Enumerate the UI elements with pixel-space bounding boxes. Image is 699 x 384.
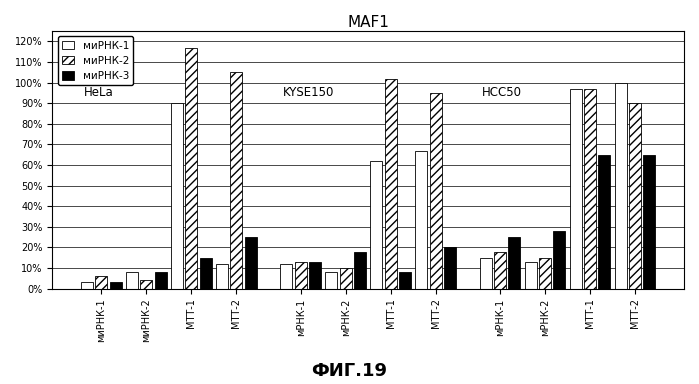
Bar bbox=[340, 268, 352, 289]
Bar bbox=[95, 276, 108, 289]
Bar bbox=[370, 161, 382, 289]
Bar bbox=[629, 103, 641, 289]
Bar bbox=[231, 72, 243, 289]
Bar bbox=[399, 272, 411, 289]
Bar bbox=[480, 258, 491, 289]
Bar bbox=[110, 283, 122, 289]
Bar bbox=[200, 258, 212, 289]
Bar bbox=[384, 79, 397, 289]
Bar bbox=[126, 272, 138, 289]
Bar bbox=[598, 155, 610, 289]
Text: HeLa: HeLa bbox=[84, 86, 113, 99]
Bar bbox=[354, 252, 366, 289]
Bar bbox=[294, 262, 307, 289]
Bar bbox=[508, 237, 520, 289]
Bar bbox=[216, 264, 228, 289]
Bar bbox=[325, 272, 338, 289]
Bar bbox=[280, 264, 292, 289]
Text: HCC50: HCC50 bbox=[482, 86, 522, 99]
Legend: миРНК-1, миРНК-2, миРНК-3: миРНК-1, миРНК-2, миРНК-3 bbox=[57, 36, 133, 85]
Bar bbox=[171, 103, 183, 289]
Title: MAF1: MAF1 bbox=[347, 15, 389, 30]
Bar bbox=[140, 280, 152, 289]
Bar bbox=[614, 83, 627, 289]
Bar bbox=[584, 89, 596, 289]
Bar bbox=[444, 247, 456, 289]
Text: ФИГ.19: ФИГ.19 bbox=[312, 362, 387, 380]
Bar bbox=[81, 283, 93, 289]
Bar bbox=[494, 252, 506, 289]
Bar bbox=[525, 262, 537, 289]
Bar bbox=[245, 237, 257, 289]
Bar bbox=[643, 155, 655, 289]
Bar bbox=[539, 258, 551, 289]
Bar bbox=[185, 48, 197, 289]
Bar bbox=[553, 231, 565, 289]
Bar bbox=[415, 151, 428, 289]
Text: KYSE150: KYSE150 bbox=[283, 86, 334, 99]
Bar bbox=[154, 272, 166, 289]
Bar bbox=[309, 262, 321, 289]
Bar bbox=[570, 89, 582, 289]
Bar bbox=[430, 93, 442, 289]
